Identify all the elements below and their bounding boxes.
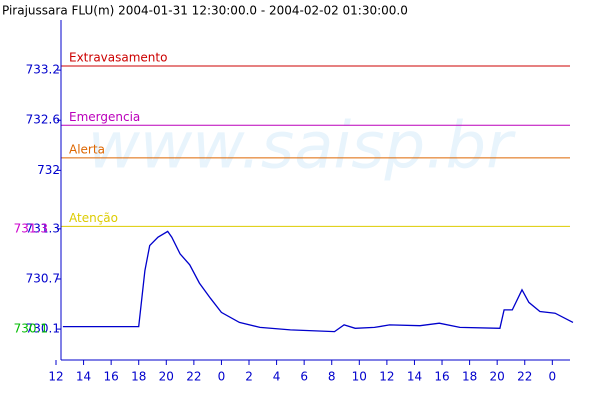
x-tick-label: 10 <box>352 370 367 384</box>
x-tick-label: 20 <box>159 370 174 384</box>
x-tick-label: 8 <box>328 370 336 384</box>
threshold-label: Alerta <box>69 142 105 156</box>
level-marker: 731.3 <box>14 221 48 235</box>
threshold-label: Atenção <box>69 211 118 225</box>
x-tick-label: 18 <box>462 370 477 384</box>
x-tick-label: 12 <box>48 370 63 384</box>
y-tick-label: 730.1 <box>26 322 60 336</box>
x-tick-label: 4 <box>273 370 281 384</box>
chart-title: Pirajussara FLU(m) 2004-01-31 12:30:00.0… <box>2 4 408 18</box>
x-tick-label: 14 <box>407 370 422 384</box>
x-tick-label: 16 <box>104 370 119 384</box>
x-tick-label: 6 <box>300 370 308 384</box>
y-tick-label: 731.3 <box>26 221 60 235</box>
x-tick-label: 22 <box>517 370 532 384</box>
y-tick-label: 732 <box>37 163 60 177</box>
threshold-label: Extravasamento <box>69 50 167 64</box>
y-tick-label: 730.7 <box>26 271 60 285</box>
x-tick-label: 18 <box>131 370 146 384</box>
x-tick-label: 12 <box>379 370 394 384</box>
x-tick-label: 0 <box>548 370 556 384</box>
x-tick-label: 20 <box>490 370 505 384</box>
x-tick-label: 2 <box>245 370 253 384</box>
series-line <box>62 230 574 333</box>
y-tick-label: 732.6 <box>26 113 60 127</box>
x-tick-label: 0 <box>218 370 226 384</box>
threshold-label: Emergencia <box>69 110 140 124</box>
x-tick-label: 14 <box>76 370 91 384</box>
y-tick-label: 733.2 <box>26 63 60 77</box>
level-marker: 730.1 <box>14 322 48 336</box>
x-tick-label: 22 <box>186 370 201 384</box>
x-tick-label: 16 <box>434 370 449 384</box>
watermark: www.saisp.br <box>88 110 517 184</box>
